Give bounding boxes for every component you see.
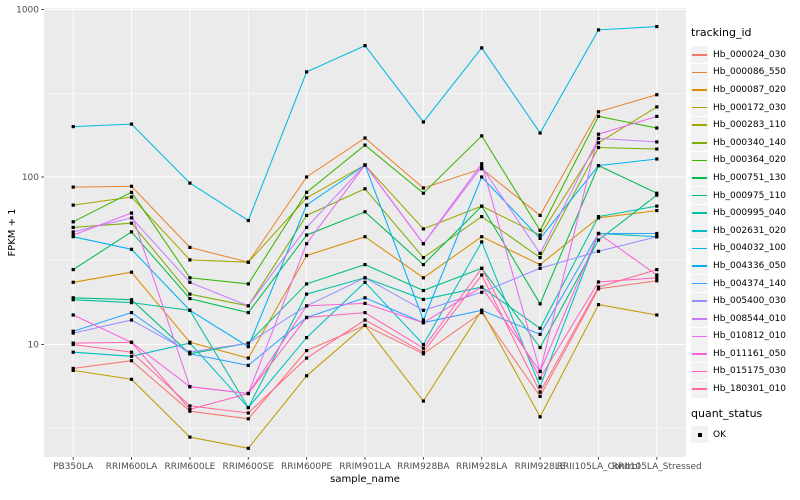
legend-item: Hb_000024_030: [691, 46, 799, 64]
data-points-Hb_000364_020: [71, 114, 659, 286]
legend-item-label: Hb_000340_140: [713, 137, 787, 148]
legend-item: Hb_000364_020: [691, 151, 799, 170]
x-tick-label: RRIM901LA: [339, 462, 391, 472]
x-axis-title: sample_name: [330, 474, 400, 485]
legend-item: Hb_000087_020: [691, 81, 799, 99]
legend-item: Hb_000751_130: [691, 169, 799, 187]
axes: 1000 100 10 PB350LA RRIM600LA RRIM600LE RRIM60…: [16, 6, 702, 473]
legend-item-label: Hb_005400_030: [713, 296, 787, 307]
legend-title: tracking_id: [691, 26, 752, 39]
ok-marker-icon: [691, 426, 708, 444]
legend-item-label: Hb_004336_050: [713, 260, 787, 271]
legend-item: Hb_004032_100: [691, 239, 799, 258]
legend-key-icon: [691, 239, 708, 257]
legend-item: Hb_000995_040: [691, 204, 799, 222]
x-tick-label: RRIM600SE: [223, 462, 275, 472]
quant-legend-item: OK: [691, 426, 799, 444]
legend-key-icon: [691, 362, 708, 380]
legend-item: Hb_180301_010: [691, 380, 799, 398]
legend: tracking_id Hb_000024_030 Hb_000086_550 Hb…: [691, 26, 799, 444]
legend-key-icon: [691, 257, 708, 275]
series-lines: [71, 25, 659, 450]
legend-item: Hb_000340_140: [691, 134, 799, 152]
legend-item-label: Hb_000364_020: [713, 155, 787, 166]
quant-legend-title: quant_status: [691, 406, 763, 420]
legend-item-label: Hb_004032_100: [713, 243, 787, 254]
legend-item: Hb_015175_030: [691, 362, 799, 381]
legend-key-icon: [691, 380, 708, 398]
x-tick-label: RRIM600LE: [165, 462, 216, 472]
legend-item: Hb_004374_140: [691, 275, 799, 293]
y-tick-label: 10: [28, 341, 40, 351]
legend-item: Hb_000086_550: [691, 63, 799, 82]
y-tick-label: 1000: [16, 6, 39, 16]
legend-key-icon: [691, 134, 708, 152]
legend-key-icon: [691, 116, 708, 134]
legend-item-label: Hb_000975_110: [713, 190, 787, 201]
legend-items: Hb_000024_030 Hb_000086_550 Hb_000087_020 H…: [691, 46, 799, 398]
legend-item-label: Hb_002631_020: [713, 225, 787, 236]
legend-item-label: Hb_000283_110: [713, 120, 787, 131]
legend-item: Hb_011161_050: [691, 345, 799, 363]
x-tick-label: RRIM928LE: [515, 462, 566, 472]
legend-key-icon: [691, 151, 708, 169]
legend-item: Hb_010812_010: [691, 327, 799, 346]
legend-key-icon: [691, 292, 708, 310]
legend-key-icon: [691, 169, 708, 187]
legend-item-label: Hb_000172_030: [713, 102, 787, 113]
legend-item: Hb_002631_020: [691, 222, 799, 240]
legend-key-icon: [691, 99, 708, 117]
legend-key-icon: [691, 310, 708, 328]
x-tick-label: RRIM928BA: [397, 462, 450, 472]
y-axis-title: FPKM + 1: [7, 208, 18, 256]
legend-key-icon: [691, 187, 708, 205]
legend-key-icon: [691, 204, 708, 222]
legend-item: Hb_000283_110: [691, 116, 799, 134]
legend-key-icon: [691, 81, 708, 99]
legend-item-label: Hb_000087_020: [713, 84, 787, 95]
x-tick-label: RRIM600LA: [106, 462, 158, 472]
legend-item-label: Hb_008544_010: [713, 313, 787, 324]
x-tick-label: RRII105LA_Control: [557, 462, 640, 472]
legend-item-label: Hb_000751_130: [713, 172, 787, 183]
legend-key-icon: [691, 275, 708, 293]
quant-legend-label: OK: [713, 429, 726, 440]
legend-item-label: Hb_015175_030: [713, 366, 787, 377]
legend-item-label: Hb_011161_050: [713, 348, 787, 359]
x-tick-label: RRII105LA_Stressed: [612, 462, 702, 472]
x-tick-label: RRIM600PE: [281, 462, 333, 472]
x-tick-label: PB350LA: [53, 462, 94, 472]
gridlines: [44, 8, 686, 457]
legend-key-icon: [691, 327, 708, 345]
x-tick-label: RRIM928LA: [456, 462, 508, 472]
data-points-Hb_004032_100: [71, 25, 659, 223]
legend-item-label: Hb_004374_140: [713, 278, 787, 289]
legend-item-label: Hb_010812_010: [713, 331, 787, 342]
legend-item: Hb_008544_010: [691, 310, 799, 328]
y-tick-label: 100: [22, 173, 39, 183]
legend-item-label: Hb_180301_010: [713, 384, 787, 395]
legend-item-label: Hb_000024_030: [713, 49, 787, 60]
legend-key-icon: [691, 345, 708, 363]
legend-item: Hb_000172_030: [691, 99, 799, 117]
legend-key-icon: [691, 46, 708, 64]
legend-item-label: Hb_000995_040: [713, 208, 787, 219]
legend-item-label: Hb_000086_550: [713, 67, 787, 78]
data-points-Hb_180301_010: [71, 268, 659, 415]
legend-item: Hb_000975_110: [691, 187, 799, 205]
legend-item: Hb_004336_050: [691, 257, 799, 275]
legend-key-icon: [691, 222, 708, 240]
legend-item: Hb_005400_030: [691, 292, 799, 310]
legend-key-icon: [691, 63, 708, 81]
